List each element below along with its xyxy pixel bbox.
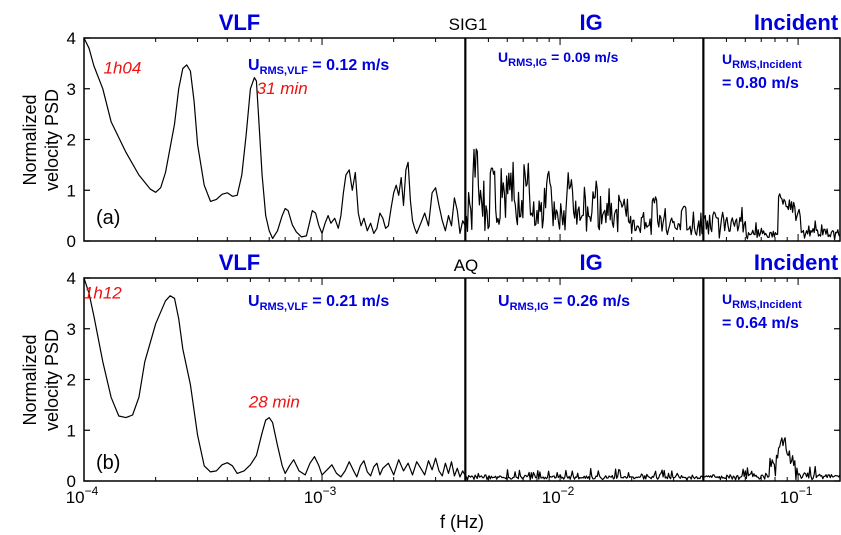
band-label-vlf: VLF	[219, 250, 261, 275]
band-label-incident: Incident	[754, 10, 839, 35]
period-annotation: 31 min	[257, 79, 308, 98]
y-tick-label: 2	[67, 371, 76, 390]
panel-b-frame	[83, 277, 841, 482]
panel-a-urms-vlf: URMS,VLF = 0.12 m/s	[248, 57, 389, 77]
panel-b-tag: (b)	[96, 452, 120, 474]
panel-a-tag: (a)	[96, 207, 120, 229]
panel-b-urms-incident-2: = 0.64 m/s	[722, 315, 799, 332]
panel-a-urms-incident-1: URMS,Incident	[722, 51, 802, 71]
svg-text:Normalized: Normalized	[20, 334, 40, 425]
band-label-ig: IG	[579, 10, 602, 35]
y-tick-label: 1	[67, 421, 76, 440]
panel-a-station-label: SIG1	[449, 15, 488, 34]
y-axis-title-a: Normalized velocity PSD	[20, 89, 62, 191]
y-tick-label: 3	[67, 320, 76, 339]
y-tick-label: 4	[67, 269, 76, 288]
y-axis-title-b: Normalized velocity PSD	[20, 329, 62, 431]
y-tick-label: 0	[67, 472, 76, 491]
period-annotation: 1h12	[84, 283, 122, 302]
band-label-incident: Incident	[754, 250, 839, 275]
psd-line-a	[83, 37, 841, 241]
panel-b-urms-vlf: URMS,VLF = 0.21 m/s	[248, 293, 389, 313]
band-label-ig: IG	[579, 250, 602, 275]
y-tick-label: 3	[67, 80, 76, 99]
svg-text:velocity PSD: velocity PSD	[42, 89, 62, 191]
x-tick-label: 10−4	[66, 484, 99, 507]
panel-b: 0 1 2 3 4 VLF IG Incident 1h12 28 min AQ (b) URMS…	[67, 250, 841, 491]
x-tick-label: 10−3	[304, 484, 337, 507]
period-annotation: 28 min	[248, 392, 300, 411]
y-tick-label: 1	[67, 181, 76, 200]
panel-a-urms-ig: URMS,IG = 0.09 m/s	[498, 49, 619, 69]
svg-text:Normalized: Normalized	[20, 94, 40, 185]
x-tick-label: 10−2	[542, 484, 575, 507]
panel-a-urms-incident-2: = 0.80 m/s	[722, 75, 799, 92]
psd-line-b	[83, 277, 841, 481]
x-axis-title: f (Hz)	[440, 512, 484, 532]
y-tick-label: 0	[67, 232, 76, 251]
panel-b-station-label: AQ	[454, 256, 479, 275]
panel-b-urms-ig: URMS,IG = 0.26 m/s	[498, 293, 630, 313]
panel-a: 0 1 2 3 4 VLF IG Incident 1h04 31 min SIG1 (a) UR…	[67, 10, 841, 251]
svg-text:velocity PSD: velocity PSD	[42, 329, 62, 431]
panel-b-urms-incident-1: URMS,Incident	[722, 291, 802, 311]
y-tick-label: 2	[67, 131, 76, 150]
period-annotation: 1h04	[103, 59, 141, 78]
band-label-vlf: VLF	[219, 10, 261, 35]
y-tick-label: 4	[67, 29, 76, 48]
x-tick-label: 10−1	[780, 484, 813, 507]
